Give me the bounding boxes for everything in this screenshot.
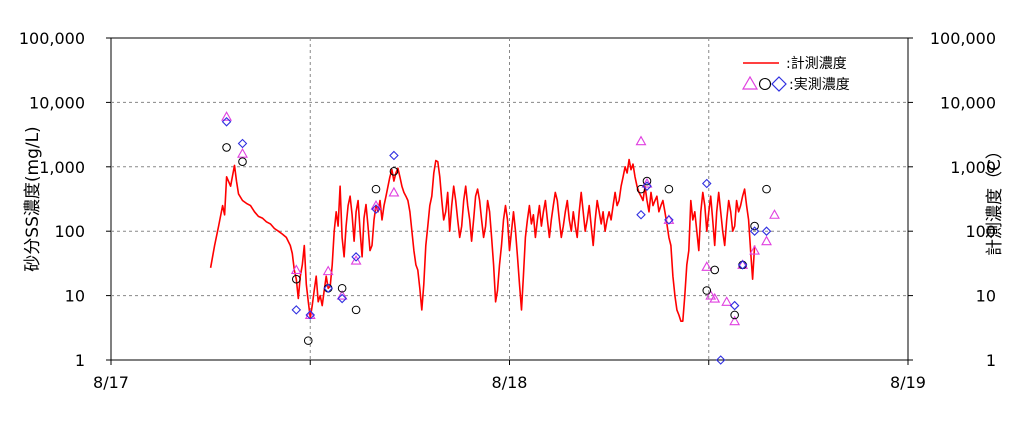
marker-circle — [238, 157, 247, 167]
y-tick-label-right: 1 — [986, 351, 996, 370]
marker-diamond — [737, 260, 748, 270]
marker-triangle — [769, 209, 780, 219]
y-tick-label-right: 1,000 — [950, 158, 996, 177]
marker-diamond — [371, 204, 381, 214]
marker-triangle — [322, 265, 334, 276]
marker-circle — [337, 283, 347, 293]
plot-area — [110, 37, 909, 361]
marker-diamond — [642, 181, 652, 191]
gridlines — [106, 37, 913, 365]
marker-triangle — [749, 244, 761, 255]
marker-circle — [636, 184, 646, 194]
y-tick-label-left: 10,000 — [29, 93, 85, 112]
marker-diamond — [761, 226, 772, 236]
marker-triangle — [221, 111, 233, 121]
series-line-measured — [209, 158, 756, 322]
left-y-tick-labels: 1 10 100 1,000 10,000 100,000 — [19, 29, 85, 370]
marker-diamond — [305, 310, 316, 320]
legend-diamond-marker — [771, 76, 787, 92]
y-tick-label-left: 100,000 — [19, 29, 85, 48]
marker-triangle — [237, 148, 248, 158]
marker-circle — [303, 336, 313, 345]
marker-circle — [389, 167, 399, 176]
marker-diamond — [636, 209, 646, 220]
y-tick-label-right: 10 — [976, 287, 996, 306]
marker-triangle — [290, 264, 302, 275]
marker-circle — [664, 184, 674, 194]
marker-circle — [642, 176, 652, 186]
y-tick-label-right: 10,000 — [940, 93, 996, 112]
marker-diamond — [291, 305, 302, 315]
legend-circle-marker — [758, 77, 772, 91]
y-axis-title-right: 計測濃度（C） — [985, 142, 1005, 256]
legend-line-label: :計測濃度 — [786, 56, 847, 72]
marker-diamond — [701, 178, 712, 189]
marker-triangle — [705, 289, 717, 300]
marker-circle — [702, 286, 712, 295]
marker-diamond — [664, 215, 674, 225]
series-markers-observed — [221, 111, 780, 365]
marker-triangle — [641, 177, 653, 188]
marker-triangle — [388, 186, 400, 197]
marker-diamond — [337, 293, 347, 304]
series-line-path — [209, 158, 756, 322]
marker-circle — [371, 184, 381, 194]
y-tick-label-left: 1,000 — [39, 158, 85, 177]
marker-diamond — [323, 283, 333, 294]
marker-circle — [292, 274, 301, 284]
marker-circle — [762, 184, 771, 194]
marker-diamond — [749, 226, 760, 236]
marker-diamond — [351, 252, 361, 262]
marker-triangle — [635, 135, 647, 146]
right-y-tick-labels: 1 10 100 1,000 10,000 100,000 — [930, 29, 996, 370]
marker-triangle — [370, 199, 382, 210]
x-tick-labels: 8/17 8/18 8/19 — [93, 373, 926, 392]
marker-triangle — [761, 235, 772, 246]
marker-diamond — [715, 355, 726, 365]
marker-triangle — [336, 289, 348, 300]
marker-triangle — [721, 296, 733, 306]
marker-diamond — [729, 300, 740, 311]
legend-markers-label: :実測濃度 — [789, 77, 850, 93]
x-tick-label: 8/19 — [890, 373, 926, 392]
marker-triangle — [701, 261, 713, 271]
marker-circle — [222, 143, 231, 152]
y-tick-label-right: 100 — [965, 222, 996, 241]
y-tick-label-left: 1 — [75, 351, 85, 370]
y-tick-label-right: 100,000 — [930, 29, 996, 48]
marker-diamond — [221, 117, 232, 127]
x-tick-label: 8/18 — [492, 373, 528, 392]
marker-triangle — [709, 292, 721, 303]
legend: :計測濃度 :実測濃度 — [741, 56, 850, 93]
x-tick-label: 8/17 — [93, 373, 129, 392]
marker-circle — [750, 221, 759, 231]
marker-triangle — [350, 254, 362, 265]
legend-triangle-marker — [741, 75, 759, 90]
marker-circle — [351, 305, 361, 315]
y-tick-label-left: 100 — [54, 222, 85, 241]
marker-triangle — [729, 315, 741, 326]
y-axis-title-left: 砂分SS濃度(mg/L) — [23, 126, 43, 271]
y-tick-label-left: 10 — [65, 287, 85, 306]
marker-circle — [710, 265, 720, 275]
marker-diamond — [389, 150, 399, 161]
marker-circle — [730, 310, 739, 320]
marker-diamond — [237, 138, 248, 149]
